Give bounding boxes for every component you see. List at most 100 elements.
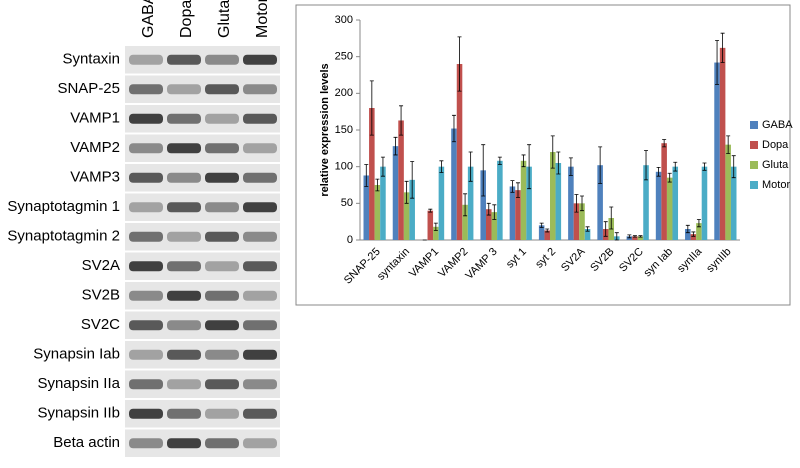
blot-band <box>205 172 239 183</box>
blot-band <box>205 143 239 154</box>
bar <box>491 212 498 240</box>
blot-band <box>167 172 201 183</box>
row-label: Synapsin IIb <box>37 405 120 422</box>
blot-band <box>205 320 239 331</box>
blot-band <box>205 290 239 301</box>
blot-band <box>205 438 239 449</box>
blot-band <box>167 231 201 242</box>
bar <box>509 186 516 240</box>
error-bar <box>515 182 520 198</box>
legend-label: Dopa <box>762 139 789 151</box>
error-bar <box>404 180 409 204</box>
row-label: SV2B <box>82 287 120 304</box>
bar <box>526 166 532 240</box>
bar <box>544 230 550 240</box>
bar <box>433 226 439 240</box>
row-label: Synapsin Iab <box>33 346 120 363</box>
error-bar <box>410 161 415 199</box>
bar <box>427 210 434 240</box>
error-bar <box>731 155 736 179</box>
blot-band <box>243 379 277 390</box>
error-bar <box>614 232 619 241</box>
row-label: Syntaxin <box>62 51 120 68</box>
bar <box>696 223 702 240</box>
blot-strip <box>125 134 280 162</box>
bar <box>538 225 545 240</box>
y-tick-label: 300 <box>335 14 353 26</box>
error-bar <box>468 151 473 182</box>
error-bar <box>574 194 579 213</box>
error-bar <box>662 139 667 148</box>
error-bar <box>433 222 438 231</box>
lane-label: GABA <box>140 0 157 38</box>
lane-label: Motor <box>254 0 271 38</box>
bar <box>719 47 726 240</box>
blot-band <box>129 408 163 419</box>
blot-band <box>243 113 277 124</box>
bar <box>584 229 591 240</box>
blot-band <box>243 438 277 449</box>
bar <box>714 62 720 241</box>
legend-label: Motor <box>762 179 790 191</box>
row-label: VAMP3 <box>70 169 120 186</box>
error-bar <box>481 144 486 197</box>
bar <box>515 190 521 240</box>
bar <box>672 166 679 240</box>
blot-band <box>243 172 277 183</box>
error-bar <box>627 234 632 239</box>
error-bar <box>673 161 678 172</box>
row-label: SV2A <box>82 257 120 274</box>
error-bar <box>510 180 515 193</box>
blot-band <box>167 202 201 213</box>
blot-band <box>205 349 239 360</box>
legend-swatch <box>750 181 758 189</box>
bar <box>462 204 468 240</box>
error-bar <box>720 32 725 63</box>
chart-frame <box>295 4 791 306</box>
lane-label: Gluta <box>216 0 233 38</box>
bar <box>685 229 691 240</box>
y-tick-label: 100 <box>335 161 353 173</box>
bar <box>497 160 503 240</box>
error-bar <box>545 228 550 233</box>
y-tick-label: 50 <box>341 197 353 209</box>
blot-band <box>243 261 277 272</box>
blot-band <box>129 54 163 65</box>
bar <box>409 179 415 240</box>
blot-band <box>167 54 201 65</box>
bar <box>637 236 644 240</box>
error-bar <box>521 154 526 168</box>
bar <box>725 144 731 240</box>
error-bar <box>486 202 491 216</box>
error-bar <box>644 150 649 181</box>
error-bar <box>598 146 603 184</box>
error-bar <box>696 219 701 228</box>
blot-band <box>129 438 163 449</box>
blot-band <box>167 84 201 95</box>
bar <box>398 120 404 240</box>
blot-strip <box>125 282 280 310</box>
error-bar <box>463 193 468 217</box>
error-bar <box>685 224 690 234</box>
legend-swatch <box>750 141 758 149</box>
row-label: SV2C <box>81 316 120 333</box>
bar <box>485 209 492 240</box>
blot-band <box>205 113 239 124</box>
y-tick-label: 200 <box>335 87 353 99</box>
error-bar <box>451 114 456 143</box>
row-label: Synaptotagmin 1 <box>7 198 120 215</box>
blot-band <box>205 84 239 95</box>
error-bar <box>556 151 561 175</box>
blot-band <box>167 438 201 449</box>
error-bar <box>726 135 731 154</box>
error-bar <box>715 40 720 85</box>
error-bar <box>609 206 614 230</box>
blot-band <box>129 290 163 301</box>
blot-band <box>243 143 277 154</box>
blot-strip <box>125 429 280 457</box>
bar <box>403 192 410 240</box>
blot-band <box>129 379 163 390</box>
bar <box>579 203 585 240</box>
blot-band <box>129 349 163 360</box>
